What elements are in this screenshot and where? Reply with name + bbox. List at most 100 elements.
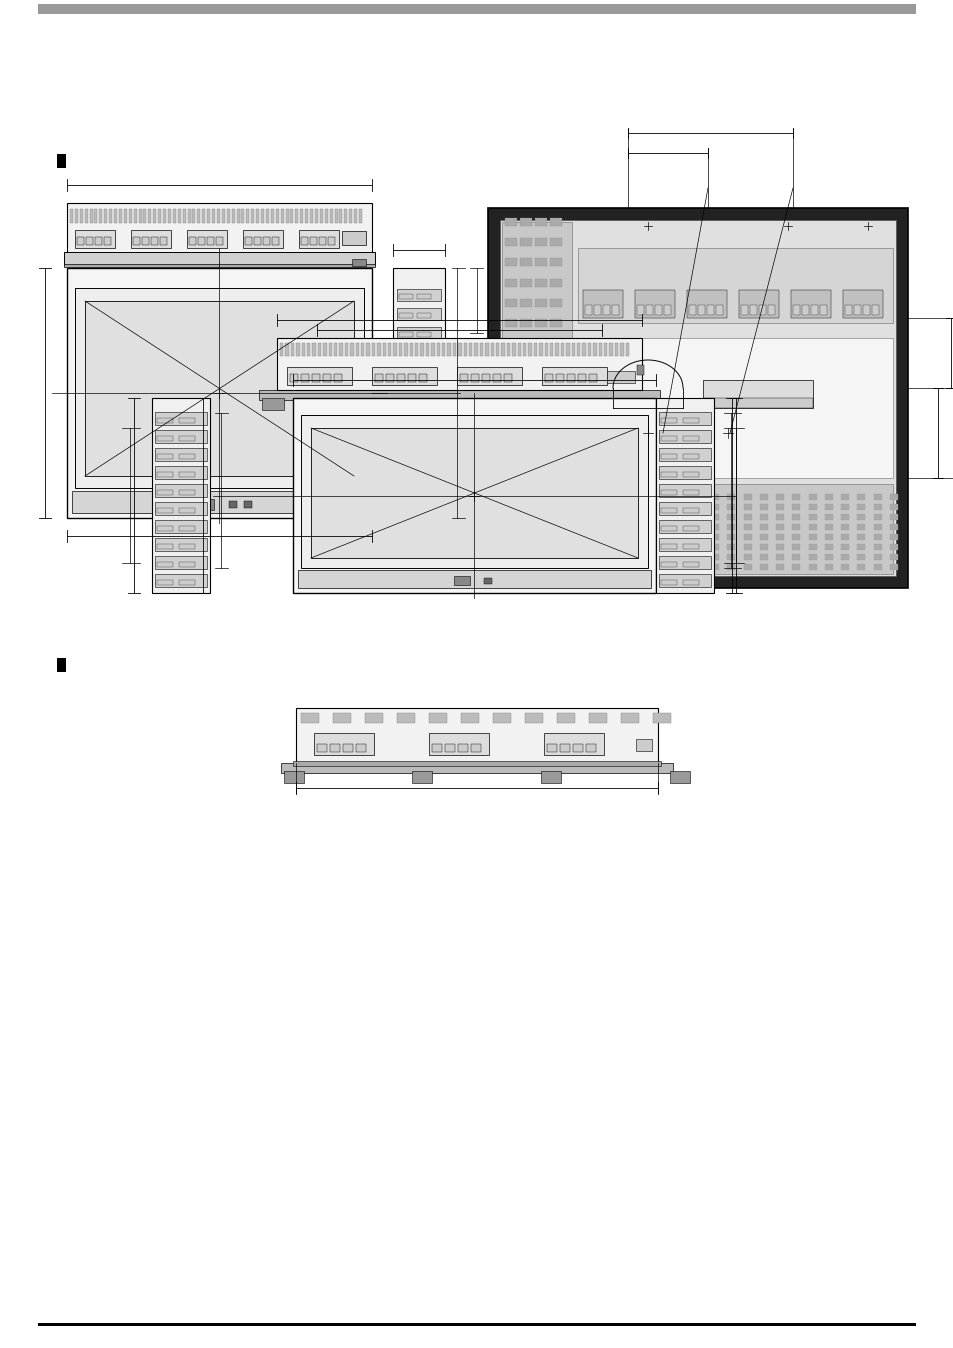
Bar: [645, 534, 654, 541]
Bar: [365, 713, 382, 723]
Bar: [873, 545, 881, 550]
Bar: [38, 4, 915, 13]
Bar: [314, 209, 317, 222]
Bar: [759, 305, 765, 315]
Bar: [710, 554, 719, 559]
Bar: [236, 209, 239, 222]
Bar: [535, 421, 546, 429]
Bar: [154, 430, 207, 443]
Bar: [398, 313, 413, 318]
Bar: [702, 380, 812, 408]
Bar: [702, 398, 812, 408]
Bar: [706, 305, 713, 315]
Bar: [295, 209, 298, 222]
Bar: [157, 435, 172, 441]
Bar: [820, 305, 826, 315]
Bar: [660, 454, 677, 460]
Bar: [284, 771, 304, 783]
Bar: [889, 514, 897, 520]
Bar: [597, 534, 604, 541]
Bar: [504, 340, 517, 348]
Bar: [661, 524, 670, 530]
Bar: [457, 342, 461, 356]
Bar: [645, 563, 654, 570]
Bar: [535, 501, 546, 510]
Bar: [726, 534, 735, 541]
Bar: [710, 514, 719, 520]
Bar: [584, 305, 592, 315]
Bar: [760, 504, 767, 510]
Bar: [232, 209, 234, 222]
Bar: [760, 563, 767, 570]
Bar: [678, 504, 686, 510]
Bar: [90, 209, 92, 222]
Bar: [179, 435, 194, 441]
Bar: [792, 524, 800, 530]
Bar: [535, 218, 546, 226]
Bar: [372, 367, 436, 386]
Bar: [524, 398, 546, 410]
Bar: [661, 554, 670, 559]
Bar: [588, 373, 597, 381]
Bar: [581, 342, 585, 356]
Bar: [67, 204, 372, 253]
Bar: [538, 342, 542, 356]
Bar: [824, 493, 832, 500]
Bar: [305, 209, 308, 222]
Bar: [382, 342, 386, 356]
Bar: [143, 209, 147, 222]
Bar: [179, 418, 194, 423]
Bar: [301, 373, 309, 381]
Bar: [412, 771, 432, 783]
Bar: [535, 562, 546, 570]
Bar: [597, 563, 604, 570]
Bar: [297, 570, 650, 588]
Bar: [298, 231, 338, 248]
Bar: [366, 342, 370, 356]
Bar: [578, 484, 892, 574]
Bar: [71, 491, 367, 514]
Bar: [38, 1322, 915, 1326]
Bar: [661, 534, 670, 541]
Bar: [710, 563, 719, 570]
Bar: [104, 237, 111, 245]
Bar: [577, 342, 579, 356]
Bar: [519, 360, 532, 368]
Bar: [319, 209, 322, 222]
Bar: [207, 237, 213, 245]
Bar: [157, 562, 172, 568]
Bar: [119, 209, 122, 222]
Bar: [519, 239, 532, 247]
Bar: [504, 400, 517, 408]
Bar: [504, 522, 517, 530]
Bar: [504, 441, 517, 449]
Bar: [739, 290, 779, 318]
Bar: [808, 504, 816, 510]
Bar: [682, 562, 699, 568]
Bar: [760, 493, 767, 500]
Bar: [67, 268, 372, 518]
Bar: [281, 763, 672, 772]
Bar: [841, 524, 848, 530]
Bar: [189, 237, 195, 245]
Bar: [57, 658, 66, 673]
Bar: [504, 481, 517, 489]
Bar: [580, 534, 588, 541]
Bar: [776, 534, 783, 541]
Bar: [857, 563, 864, 570]
Bar: [420, 342, 423, 356]
Bar: [287, 367, 352, 386]
Bar: [760, 514, 767, 520]
Bar: [776, 524, 783, 530]
Bar: [519, 522, 532, 530]
Bar: [493, 373, 500, 381]
Bar: [841, 534, 848, 541]
Bar: [179, 508, 194, 514]
Bar: [544, 342, 548, 356]
Bar: [602, 305, 609, 315]
Bar: [409, 342, 413, 356]
Bar: [682, 545, 699, 549]
Bar: [344, 209, 347, 222]
Bar: [682, 526, 699, 531]
Bar: [157, 418, 172, 423]
